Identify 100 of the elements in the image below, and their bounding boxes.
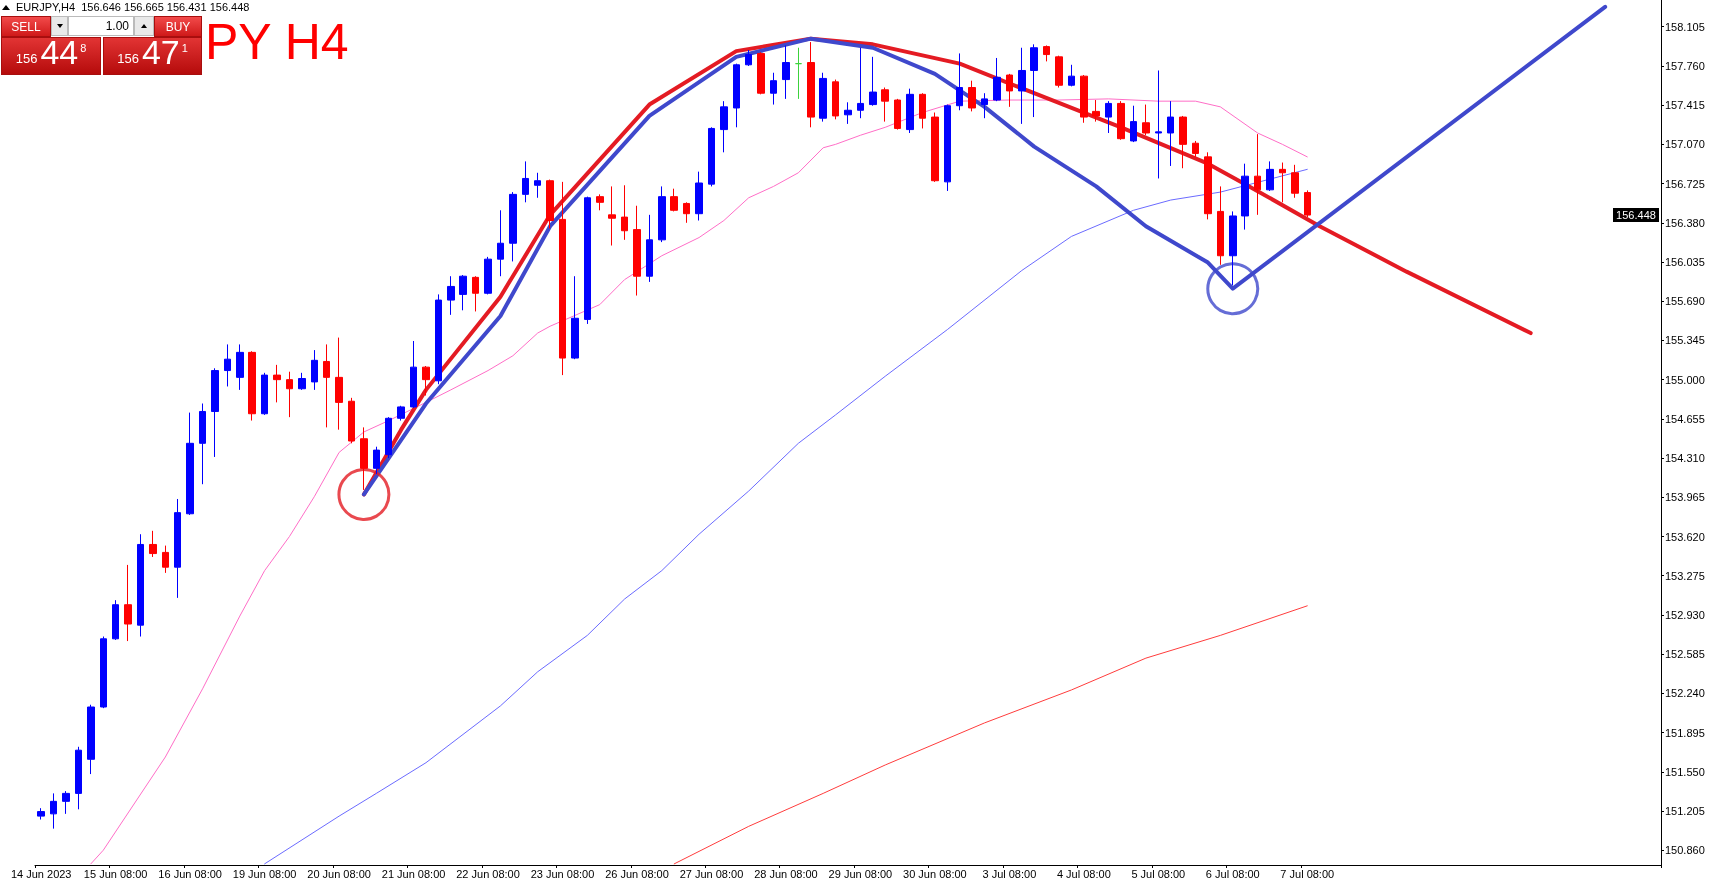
- y-tick-label: 157.760: [1665, 59, 1705, 72]
- x-tick-label: 23 Jun 08:00: [530, 867, 595, 880]
- buy-button: BUY: [154, 16, 202, 37]
- annotation: 156.448: [1616, 209, 1656, 222]
- candlestick: [162, 545, 169, 574]
- candlestick: [559, 181, 566, 376]
- candlestick: [757, 51, 765, 95]
- y-tick-label: 152.930: [1665, 608, 1705, 621]
- line-series: [264, 168, 1308, 865]
- candlestick: [1266, 160, 1274, 192]
- candlestick: [497, 209, 504, 277]
- y-tick-label: 151.205: [1665, 805, 1705, 818]
- y-tick-label: 158.105: [1665, 20, 1705, 33]
- candlestick: [931, 112, 939, 183]
- y-tick-label: 154.655: [1665, 412, 1705, 425]
- candlestick: [37, 807, 45, 821]
- candlestick: [1304, 189, 1311, 218]
- candlestick: [745, 49, 752, 67]
- candlestick: [956, 52, 963, 111]
- x-tick-label: 16 Jun 08:00: [158, 867, 222, 880]
- candlestick: [1254, 133, 1261, 216]
- candlestick: [261, 372, 268, 416]
- line-series: [673, 605, 1308, 865]
- candlestick: [323, 343, 330, 428]
- candlestick: [1018, 47, 1026, 125]
- candlestick: [720, 100, 728, 153]
- candlestick: [1155, 69, 1162, 179]
- annotation: 1.00: [105, 19, 129, 33]
- annotation: SELL: [11, 19, 41, 34]
- candlestick: [87, 704, 95, 775]
- candlestick: [968, 80, 976, 112]
- candlestick: [894, 98, 901, 131]
- candlestick: [174, 498, 181, 599]
- y-tick-label: 151.550: [1665, 765, 1705, 778]
- candlestick: [646, 214, 653, 283]
- candlestick: [1279, 162, 1286, 203]
- y-tick-label: 151.895: [1665, 726, 1705, 739]
- y-tick-label: 155.000: [1665, 373, 1705, 386]
- candlestick: [286, 371, 293, 418]
- x-tick-label: 3 Jul 08:00: [982, 867, 1037, 880]
- candlestick: [335, 337, 343, 431]
- y-tick-label: 157.415: [1665, 99, 1705, 112]
- candlestick: [1241, 163, 1249, 231]
- candlestick: [1142, 104, 1150, 136]
- annotation: 8: [80, 42, 87, 54]
- candlestick: [546, 179, 554, 229]
- candlestick: [944, 104, 951, 192]
- candlestick: [1229, 210, 1237, 286]
- y-tick-label: 152.585: [1665, 648, 1705, 661]
- candlestick: [1291, 164, 1299, 199]
- candlestick: [1167, 100, 1174, 167]
- candlestick: [1030, 43, 1038, 118]
- candlestick: [1043, 44, 1050, 62]
- candlestick: [1006, 73, 1013, 108]
- candlestick: [397, 405, 405, 422]
- candlestick: [584, 196, 591, 325]
- candlestick: [1130, 105, 1137, 143]
- annotation: 156: [15, 51, 38, 66]
- x-tick-label: 30 Jun 08:00: [903, 867, 967, 880]
- y-tick-label: 155.345: [1665, 334, 1705, 347]
- candlestick: [670, 188, 678, 212]
- candlestick: [807, 41, 815, 128]
- y-tick-label: 152.240: [1665, 687, 1705, 700]
- y-tick-label: 156.380: [1665, 216, 1705, 229]
- chart-title: EURJPY,H4 156.646 156.665 156.431 156.448: [16, 1, 250, 14]
- y-tick-label: 153.620: [1665, 530, 1705, 543]
- candlestick: [373, 446, 380, 475]
- x-tick-label: 26 Jun 08:00: [605, 867, 669, 880]
- candlestick: [608, 185, 616, 247]
- candlestick: [1068, 64, 1075, 87]
- candlestick: [633, 205, 641, 297]
- x-tick-label: 5 Jul 08:00: [1131, 867, 1186, 880]
- y-tick-label: 156.725: [1665, 177, 1705, 190]
- x-tick-label: 15 Jun 08:00: [83, 867, 148, 880]
- candlestick: [137, 533, 144, 638]
- candlestick: [348, 397, 355, 444]
- x-tick-label: 4 Jul 08:00: [1056, 867, 1111, 880]
- lot-size-field: 1.00: [68, 16, 134, 36]
- annotation: 156: [117, 51, 139, 66]
- candlestick: [881, 87, 889, 123]
- candlestick: [770, 72, 777, 106]
- candlestick: [1055, 55, 1063, 89]
- candlestick: [708, 126, 715, 187]
- candlestick: [472, 275, 479, 312]
- candlestick: [385, 416, 392, 459]
- annotation: BUY: [165, 19, 191, 34]
- x-tick-label: 19 Jun 08:00: [232, 867, 297, 880]
- candlestick: [1092, 99, 1100, 123]
- candlestick: [236, 343, 244, 391]
- candlestick: [1105, 100, 1112, 134]
- candlestick: [621, 184, 628, 241]
- candlestick: [919, 92, 926, 129]
- x-tick-label: 29 Jun 08:00: [828, 867, 893, 880]
- candlestick: [211, 367, 219, 458]
- candlestick: [733, 63, 740, 128]
- line-series: [90, 98, 1308, 865]
- y-tick-label: 155.690: [1665, 295, 1705, 308]
- x-tick-label: 21 Jun 08:00: [381, 867, 446, 880]
- candlestick: [273, 364, 281, 403]
- candlestick: [311, 349, 318, 391]
